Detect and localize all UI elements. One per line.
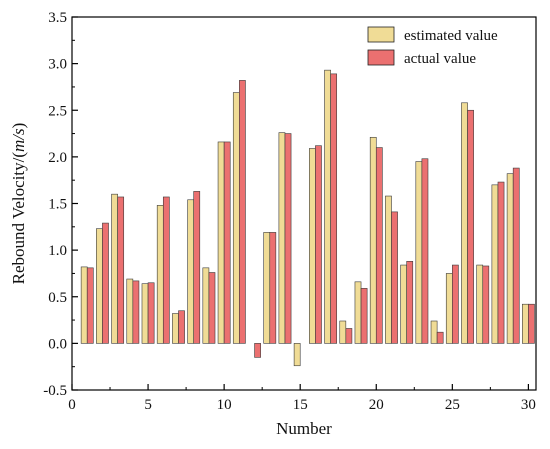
bar-actual-20 [375, 147, 383, 344]
bar-actual-26 [467, 109, 474, 344]
bar-estimated-2 [96, 228, 103, 344]
bar-estimated-3 [111, 193, 118, 344]
bar-estimated-4 [126, 278, 134, 344]
bar-actual-19 [360, 288, 368, 344]
bar-estimated-22 [400, 264, 407, 344]
bar-actual-14 [284, 133, 292, 344]
legend-label-estimated: estimated value [404, 28, 498, 44]
x-tick-label-15: 15 [293, 397, 308, 413]
bar-estimated-1 [80, 266, 88, 344]
x-tick-label-25: 25 [445, 397, 460, 413]
bar-actual-13 [269, 232, 277, 344]
bar-actual-17 [330, 73, 338, 344]
y-axis-title-prefix: Rebound Velocity/( [9, 152, 28, 285]
bar-estimated-9 [202, 267, 210, 344]
bar-estimated-30 [522, 303, 529, 344]
y-axis-title: Rebound Velocity/(m/s) [9, 123, 28, 285]
bar-estimated-14 [278, 132, 286, 344]
y-tick-label-1.5: 1.5 [48, 197, 67, 213]
bar-actual-28 [497, 181, 505, 344]
bar-actual-7 [178, 310, 185, 344]
x-tick-label-0: 0 [68, 397, 76, 413]
bar-actual-2 [102, 222, 109, 344]
y-tick-label-2.0: 2.0 [48, 150, 67, 166]
bars-layer [80, 69, 535, 367]
bar-actual-12 [254, 343, 261, 358]
bar-estimated-17 [324, 69, 331, 344]
bar-actual-30 [528, 303, 535, 344]
bar-actual-8 [193, 191, 201, 344]
bar-estimated-26 [461, 102, 468, 344]
bar-actual-29 [512, 167, 520, 344]
legend-label-actual: actual value [404, 51, 476, 67]
x-axis-ticks: 0 5 10 15 20 25 30 [68, 384, 536, 413]
x-tick-label-30: 30 [521, 397, 536, 413]
bar-estimated-29 [506, 173, 514, 344]
bar-estimated-28 [491, 184, 499, 344]
y-axis-title-suffix: ) [9, 123, 28, 129]
bar-estimated-16 [309, 148, 316, 344]
bar-actual-5 [147, 282, 155, 344]
bar-actual-3 [117, 196, 125, 344]
y-axis-title-unit: m/s [9, 128, 28, 152]
legend-swatch-actual [367, 49, 395, 66]
bar-actual-4 [132, 280, 140, 344]
bar-estimated-13 [263, 232, 271, 344]
bar-estimated-7 [172, 313, 179, 344]
x-tick-label-10: 10 [217, 397, 232, 413]
x-tick-label-5: 5 [144, 397, 152, 413]
bar-estimated-27 [476, 264, 484, 344]
bar-actual-27 [482, 265, 490, 344]
y-tick-label-2.5: 2.5 [48, 103, 67, 119]
bar-estimated-15 [293, 343, 301, 367]
y-tick-label-3.0: 3.0 [48, 57, 67, 73]
bar-estimated-11 [232, 92, 240, 344]
bar-actual-24 [436, 331, 444, 344]
y-tick-label--0.5: -0.5 [43, 383, 67, 399]
bar-actual-6 [162, 196, 170, 344]
legend: estimated value actual value [367, 26, 498, 67]
bar-actual-11 [239, 80, 246, 344]
bar-actual-21 [391, 211, 398, 344]
bar-estimated-24 [430, 320, 438, 344]
bar-estimated-5 [141, 283, 149, 344]
bar-actual-1 [86, 267, 94, 344]
bar-estimated-23 [415, 161, 423, 344]
legend-swatch-estimated [367, 26, 395, 43]
bar-estimated-10 [217, 141, 225, 344]
y-tick-label-0.5: 0.5 [48, 290, 67, 306]
bar-actual-10 [223, 141, 231, 344]
bar-estimated-20 [369, 136, 377, 344]
bar-actual-16 [315, 145, 322, 344]
bar-actual-25 [452, 264, 459, 344]
bar-actual-9 [208, 272, 216, 344]
x-tick-label-20: 20 [369, 397, 384, 413]
y-tick-label-1.0: 1.0 [48, 243, 67, 259]
bar-estimated-6 [156, 205, 164, 344]
y-axis-ticks: -0.5 0.0 0.5 1.0 1.5 2.0 2.5 3.0 3.5 [43, 10, 78, 399]
bar-estimated-25 [445, 273, 453, 344]
bar-estimated-8 [187, 199, 195, 344]
bar-estimated-19 [354, 281, 362, 344]
bar-estimated-21 [385, 195, 392, 344]
y-tick-label-0.0: 0.0 [48, 336, 67, 352]
x-axis-title: Number [276, 419, 332, 438]
bar-estimated-18 [339, 320, 347, 344]
bar-actual-18 [345, 328, 353, 344]
y-tick-label-3.5: 3.5 [48, 10, 67, 26]
bar-actual-23 [421, 158, 429, 344]
bar-actual-22 [406, 261, 414, 344]
